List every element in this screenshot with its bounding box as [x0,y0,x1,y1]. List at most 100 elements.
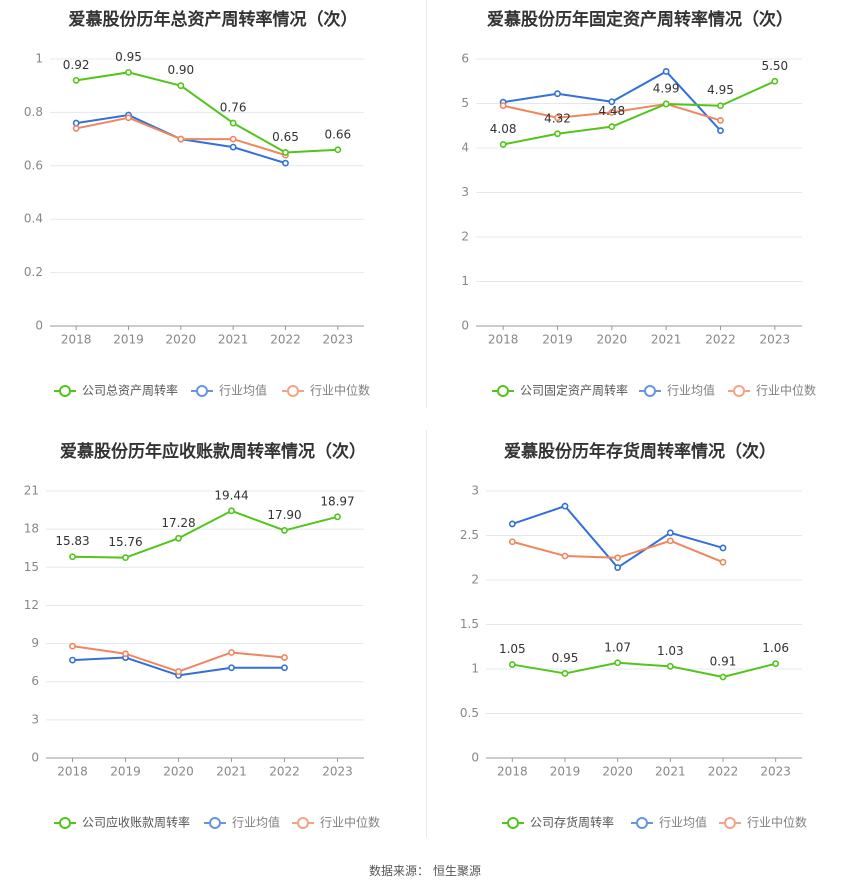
x-tick-label: 2021 [216,765,247,779]
data-point-company [122,554,129,562]
x-tick-label: 2018 [57,765,88,779]
x-tick-label: 2022 [708,765,739,779]
x-tick-label: 2019 [542,333,573,347]
x-tick-label: 2018 [497,765,528,779]
legend-marker-icon [209,817,221,829]
legend-marker-icon [497,385,509,397]
legend-marker-icon [733,385,745,397]
legend-item-median: 行业中位数 [728,383,816,398]
chart-panel-1: 爱慕股份历年总资产周转率情况（次） 0 0.2 0.4 0.6 0.8 1 2018 2019 2… [24,9,370,398]
legend-label: 行业中位数 [310,383,370,398]
legend-label: 行业中位数 [747,815,807,830]
y-tick-label: 18 [24,522,39,536]
data-label: 1.07 [604,640,631,654]
legend-item-company: 公司固定资产周转率 [492,383,628,398]
data-point-avg [608,98,616,106]
x-tick-label: 2023 [322,765,353,779]
chart-title: 爱慕股份历年固定资产周转率情况（次） [487,9,793,30]
data-label: 1.03 [657,644,684,658]
legend-label: 行业中位数 [320,815,380,830]
legend-item-avg: 行业均值 [191,383,267,398]
legend-label: 行业均值 [659,815,707,830]
data-label: 15.83 [55,534,89,548]
data-point-median [666,537,674,545]
legend-item-company: 公司存货周转率 [502,815,614,830]
data-label: 19.44 [214,488,248,502]
legend-item-median: 行业中位数 [292,815,380,830]
y-tick-label: 1.5 [460,617,479,631]
x-tick-label: 2022 [705,333,736,347]
x-tick-label: 2020 [166,333,197,347]
y-tick-label: 2 [471,573,479,587]
data-label: 4.32 [544,111,571,125]
y-tick-label: 0.5 [460,706,479,720]
y-tick-label: 6 [461,52,469,66]
data-point-company [554,130,561,138]
data-point-median [614,554,622,562]
y-tick-label: 9 [31,636,39,650]
legend-label: 公司应收账款周转率 [82,815,190,830]
data-label: 5.50 [761,59,788,73]
x-tick-label: 2023 [760,333,791,347]
data-source-label: 数据来源： [368,864,429,878]
data-point-median [608,109,616,116]
data-point-median [229,135,237,143]
data-point-avg [666,529,674,537]
data-point-avg [69,656,76,664]
data-point-avg [662,68,670,75]
legend-item-avg: 行业均值 [631,815,707,830]
data-point-median [499,102,507,110]
data-label: 4.99 [653,81,680,95]
data-point-company [334,146,342,154]
legend-marker-icon [636,817,648,829]
chart-panel-4: 爱慕股份历年存货周转率情况（次） 0 0.5 1 1.5 2 2.5 3 2018 2019 202… [460,441,807,830]
chart-panel-2: 爱慕股份历年固定资产周转率情况（次） 0 1 2 3 4 5 6 2018 2019 2020 202… [461,9,816,398]
legend-item-avg: 行业均值 [204,815,280,830]
data-point-company [508,661,516,668]
data-point-avg [717,127,724,135]
data-point-company [499,141,507,148]
data-point-median [719,558,727,566]
data-source-value: 恒生聚源 [433,864,482,878]
data-label: 17.28 [161,516,195,530]
data-source: 数据来源： 恒生聚源 [0,862,850,879]
data-point-avg [282,159,289,167]
legend-item-median: 行业中位数 [719,815,807,830]
x-tick-label: 2019 [550,765,581,779]
y-tick-label: 1 [35,52,43,66]
y-tick-label: 3 [471,484,479,498]
data-point-avg [554,90,561,98]
y-tick-label: 0 [471,751,479,765]
data-label: 1.06 [762,641,789,655]
data-point-company [666,662,674,670]
data-point-avg [614,564,622,571]
data-point-median [72,125,80,132]
legend-marker-icon [287,385,299,397]
legend-item-company: 公司应收账款周转率 [54,815,190,830]
legend-label: 公司存货周转率 [530,815,614,830]
x-tick-label: 2023 [323,333,354,347]
y-tick-label: 0.2 [24,265,43,279]
legend-label: 行业均值 [219,383,267,398]
data-point-company [334,513,341,521]
data-label: 4.95 [707,83,734,97]
data-point-median [561,552,569,560]
data-point-median [69,642,76,650]
y-tick-label: 21 [24,484,39,498]
y-tick-label: 15 [24,560,39,574]
legend-label: 行业均值 [232,815,280,830]
legend-marker-icon [724,817,736,829]
data-label: 0.91 [710,655,737,669]
data-point-company [175,534,182,542]
data-point-avg [561,502,569,510]
legend-label: 行业中位数 [756,383,816,398]
data-point-median [125,114,132,122]
legend-label: 行业均值 [667,383,715,398]
legend-item-median: 行业中位数 [282,383,370,398]
x-tick-label: 2018 [61,333,92,347]
data-point-median [508,538,516,546]
y-tick-label: 1 [471,662,479,676]
y-tick-label: 0 [31,751,39,765]
legend-marker-icon [59,817,71,829]
